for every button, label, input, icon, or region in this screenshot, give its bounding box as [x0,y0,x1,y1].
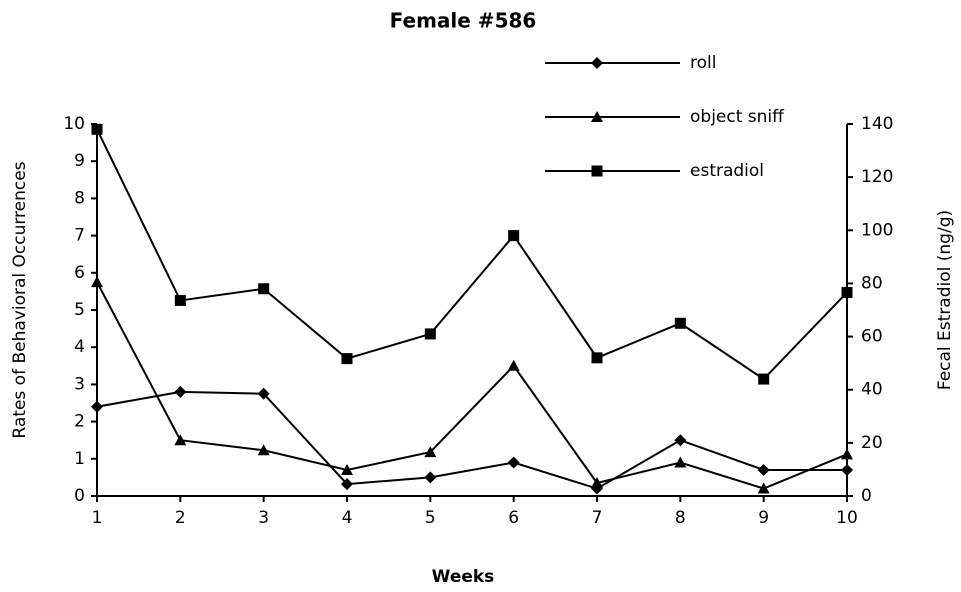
x-tick-label: 8 [675,508,686,528]
marker [674,456,687,468]
marker [757,463,770,476]
y-tick-label: 7 [74,226,85,246]
y2-tick-label: 60 [861,327,883,347]
series-line [96,390,847,490]
y-tick-label: 2 [74,412,85,432]
y-tick-label: 8 [74,188,85,208]
marker [91,123,103,135]
legend-label: object sniff [690,107,785,127]
y-tick-label: 1 [74,449,85,469]
x-tick-label: 7 [592,508,603,528]
y2-tick-label: 100 [861,220,893,240]
marker [841,448,853,460]
y2-tick-label: 120 [861,167,893,187]
y2-tick-label: 20 [861,433,883,453]
marker [591,476,603,488]
marker [424,328,436,340]
x-tick-label: 6 [508,508,519,528]
y2-axis-label: Fecal Estradiol (ng/g) [935,210,955,390]
marker [591,352,603,364]
marker [841,286,853,298]
legend-marker [591,57,603,69]
x-axis-label: Weeks [432,567,495,587]
x-tick-label: 10 [836,508,858,528]
marker [341,353,353,365]
marker [341,478,353,491]
marker [758,373,770,385]
x-tick-label: 4 [342,508,353,528]
x-tick-label: 5 [425,508,436,528]
marker [258,283,270,295]
y-tick-label: 9 [74,151,85,171]
series-line [96,128,848,381]
y-tick-label: 4 [74,337,85,357]
x-tick-label: 9 [758,508,769,528]
marker [174,434,187,446]
legend-label: roll [690,53,716,73]
series-line [96,281,848,490]
y-tick-label: 0 [74,486,85,506]
y-tick-label: 5 [74,300,85,320]
marker [257,387,270,400]
legend-label: estradiol [690,161,764,181]
marker [424,446,437,458]
marker [341,463,353,475]
y-axis-label: Rates of Behavioral Occurrences [10,161,30,438]
chart-title: Female #586 [390,9,537,33]
y-tick-label: 6 [74,263,85,283]
y2-tick-label: 40 [861,380,883,400]
legend-marker [591,165,603,177]
marker [91,276,103,288]
legend-marker [591,111,603,122]
marker [841,463,853,476]
x-tick-label: 3 [258,508,269,528]
marker [174,385,187,398]
marker [508,230,520,242]
y2-tick-label: 0 [861,486,872,506]
y2-tick-label: 140 [861,114,893,134]
marker [674,317,686,329]
marker [674,434,687,447]
marker [424,471,437,484]
x-tick-label: 2 [175,508,186,528]
x-tick-label: 1 [92,508,103,528]
marker [757,482,770,494]
marker [507,359,520,371]
y-tick-label: 3 [74,374,85,394]
marker [91,400,103,413]
y2-tick-label: 80 [861,273,883,293]
marker [507,456,520,469]
y-tick-label: 10 [63,114,85,134]
marker [257,444,270,456]
marker [174,294,186,306]
